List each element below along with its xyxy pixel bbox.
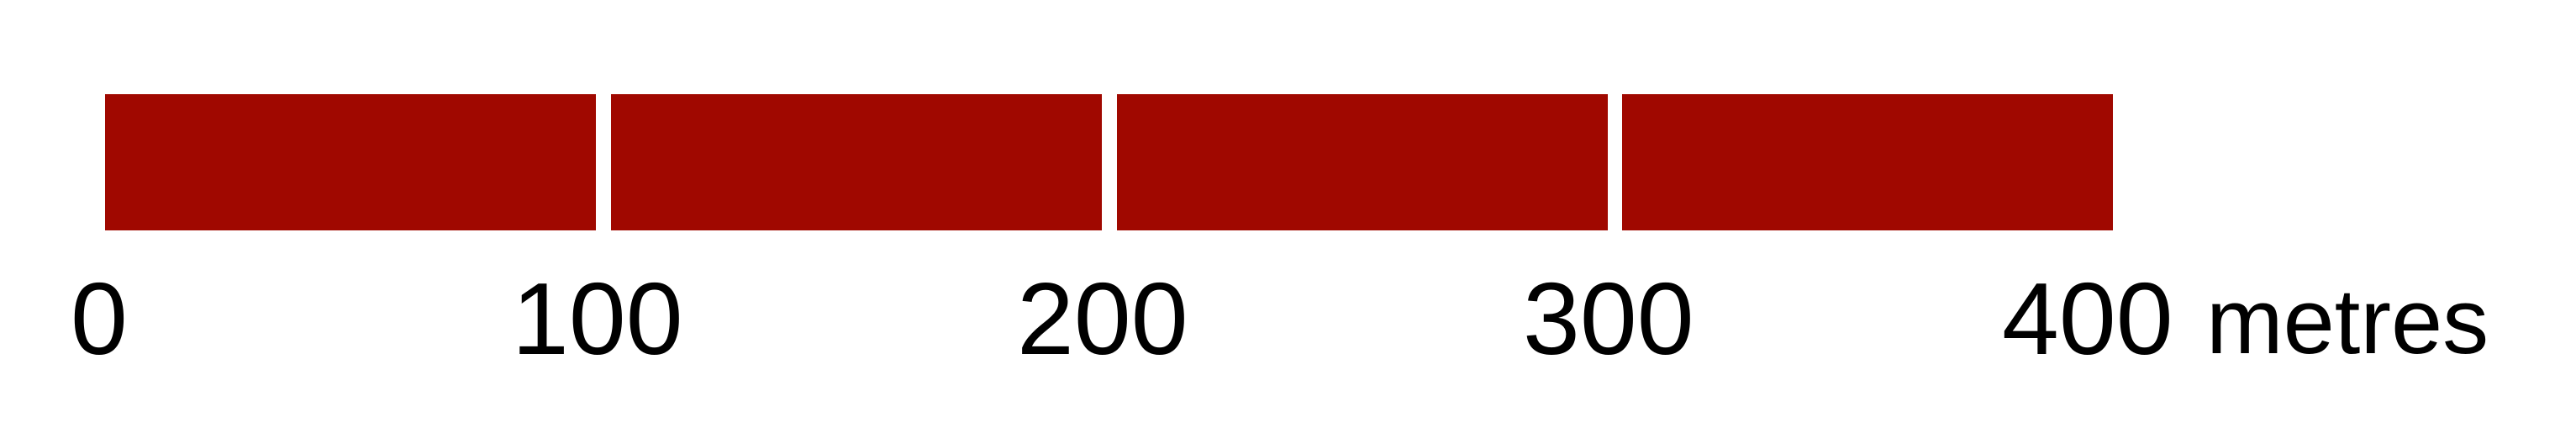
- scale-segment-2: [611, 94, 1102, 230]
- tick-label-200: 200: [1017, 262, 1188, 376]
- tick-label-300: 300: [1523, 262, 1694, 376]
- scale-segment-1: [105, 94, 596, 230]
- scale-segment-4: [1622, 94, 2113, 230]
- tick-label-100: 100: [512, 262, 683, 376]
- tick-label-400: 400: [2002, 262, 2173, 376]
- scale-segment-3: [1117, 94, 1608, 230]
- tick-label-0: 0: [71, 262, 128, 376]
- unit-label: metres: [2206, 270, 2489, 373]
